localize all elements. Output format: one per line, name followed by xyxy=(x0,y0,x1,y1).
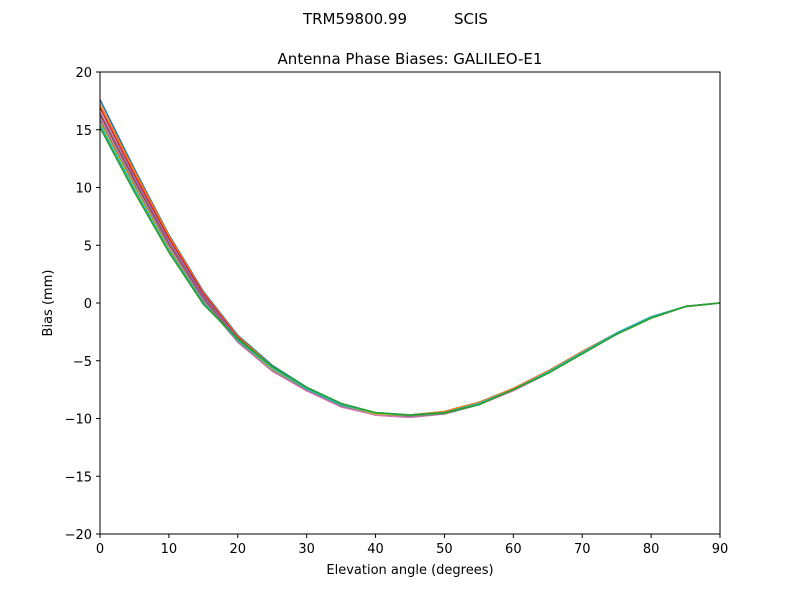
x-tick-label: 70 xyxy=(574,542,591,557)
x-tick-label: 90 xyxy=(712,542,729,557)
suptitle-antenna: TRM59800.99 xyxy=(302,10,407,28)
y-tick-label: 5 xyxy=(84,239,92,254)
series-line-10 xyxy=(99,127,721,416)
plot-frame xyxy=(99,71,721,535)
x-tick-label: 60 xyxy=(505,542,522,557)
y-tick-label: −15 xyxy=(65,470,92,485)
plot-area xyxy=(100,72,720,534)
x-tick-label: 10 xyxy=(161,542,178,557)
x-tick-label: 40 xyxy=(367,542,384,557)
chart-title: Antenna Phase Biases: GALILEO-E1 xyxy=(278,50,543,68)
x-tick-label: 80 xyxy=(643,542,660,557)
y-tick-label: −10 xyxy=(65,413,92,428)
x-tick-label: 50 xyxy=(436,542,453,557)
x-axis-ticks: 0 10 20 30 40 50 60 70 80 90 xyxy=(96,534,728,557)
y-tick-label: 15 xyxy=(75,124,92,139)
y-tick-label: 10 xyxy=(75,182,92,197)
y-tick-label: −20 xyxy=(65,528,92,543)
y-axis-ticks: −20 −15 −10 −5 0 5 10 15 20 xyxy=(65,66,100,543)
x-axis-label: Elevation angle (degrees) xyxy=(326,563,493,578)
suptitle-radome: SCIS xyxy=(454,10,488,28)
x-tick-label: 30 xyxy=(298,542,315,557)
x-tick-label: 0 xyxy=(96,542,104,557)
series-layer xyxy=(99,99,721,419)
y-tick-label: −5 xyxy=(73,355,92,370)
y-axis-label: Bias (mm) xyxy=(41,270,56,337)
x-tick-label: 20 xyxy=(230,542,247,557)
y-tick-label: 20 xyxy=(75,66,92,81)
y-tick-label: 0 xyxy=(84,297,92,312)
